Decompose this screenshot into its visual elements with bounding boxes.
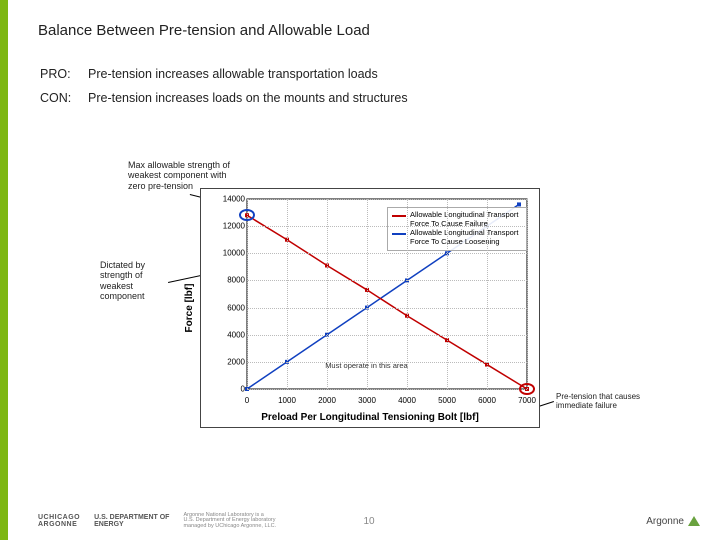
footer: UCHICAGOARGONNE U.S. DEPARTMENT OFENERGY… xyxy=(38,513,700,530)
footer-smalltext: Argonne National Laboratory is aU.S. Dep… xyxy=(183,513,276,530)
x-tick: 5000 xyxy=(438,396,456,405)
y-tick: 12000 xyxy=(213,222,245,231)
pro-text: Pre-tension increases allowable transpor… xyxy=(88,63,418,85)
chart-legend: Allowable Longitudinal Transport Force T… xyxy=(387,207,527,251)
operate-area-label: Must operate in this area xyxy=(325,361,408,370)
y-tick: 14000 xyxy=(213,195,245,204)
chart-callout-ring xyxy=(519,383,535,395)
x-tick: 0 xyxy=(245,396,249,405)
accent-bar xyxy=(0,0,8,540)
footer-logo-uchicago: UCHICAGOARGONNE xyxy=(38,514,80,528)
x-tick: 3000 xyxy=(358,396,376,405)
x-axis-label: Preload Per Longitudinal Tensioning Bolt… xyxy=(201,412,539,423)
content-area: Balance Between Pre-tension and Allowabl… xyxy=(38,22,698,111)
annotation-top: Max allowable strength ofweakest compone… xyxy=(128,160,258,191)
legend-swatch xyxy=(392,215,406,217)
pro-label: PRO: xyxy=(40,63,86,85)
x-tick: 1000 xyxy=(278,396,296,405)
argonne-triangle-icon xyxy=(688,516,700,526)
annotation-left: Dictated bystrength ofweakestcomponent xyxy=(100,260,170,301)
x-tick: 7000 xyxy=(518,396,536,405)
x-tick: 2000 xyxy=(318,396,336,405)
chart-container: Force [lbf] Preload Per Longitudinal Ten… xyxy=(200,188,540,428)
page-number: 10 xyxy=(363,516,374,527)
footer-logo-energy: U.S. DEPARTMENT OFENERGY xyxy=(94,514,169,528)
y-tick: 2000 xyxy=(213,357,245,366)
legend-row: Allowable Longitudinal Transport Force T… xyxy=(392,229,522,246)
y-tick: 4000 xyxy=(213,330,245,339)
con-text: Pre-tension increases loads on the mount… xyxy=(88,87,418,109)
pro-con-table: PRO: Pre-tension increases allowable tra… xyxy=(38,61,420,111)
annotation-right: Pre-tension that causesimmediate failure xyxy=(556,392,676,410)
y-tick: 10000 xyxy=(213,249,245,258)
x-tick: 4000 xyxy=(398,396,416,405)
footer-argonne-text: Argonne xyxy=(646,516,684,527)
con-label: CON: xyxy=(40,87,86,109)
y-tick: 6000 xyxy=(213,303,245,312)
footer-logo-argonne: Argonne xyxy=(646,516,700,527)
legend-label: Allowable Longitudinal Transport Force T… xyxy=(410,229,522,246)
legend-swatch xyxy=(392,233,406,235)
y-tick: 8000 xyxy=(213,276,245,285)
slide-title: Balance Between Pre-tension and Allowabl… xyxy=(38,22,698,39)
x-tick: 6000 xyxy=(478,396,496,405)
y-axis-label: Force [lbf] xyxy=(184,284,195,333)
y-tick: 0 xyxy=(213,385,245,394)
